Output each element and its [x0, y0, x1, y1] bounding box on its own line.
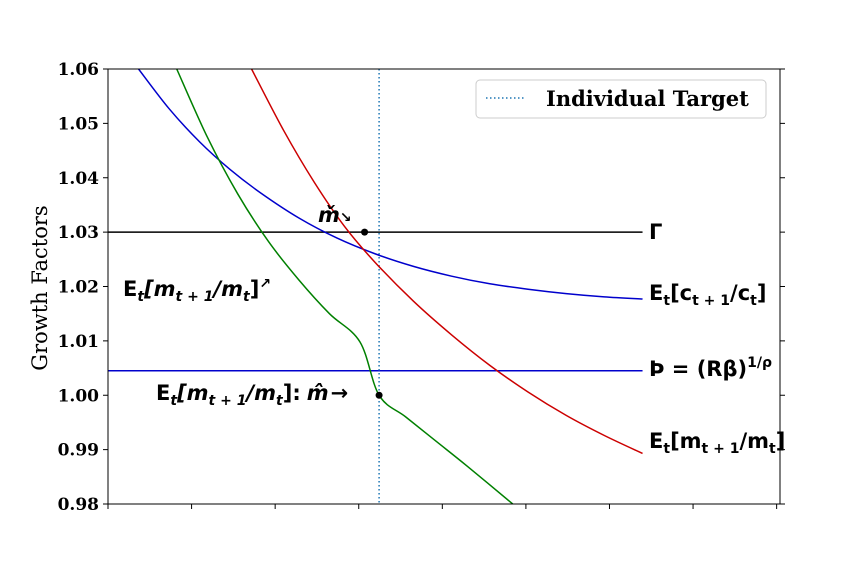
series-line-0	[137, 69, 643, 300]
legend-box	[475, 79, 767, 119]
green-curve-label: Et[mt + 1/mt]↗	[123, 276, 271, 305]
y-tick-label-2: 1.00	[58, 386, 100, 406]
market-resources-growth-label: Et[mt + 1/mt]	[649, 429, 785, 457]
m-check-label: m̌↘	[318, 203, 352, 227]
consumption-growth-label: Et[ct + 1/ct]	[649, 281, 766, 309]
legend-label-individual-target: Individual Target	[546, 86, 749, 111]
legend: Individual Target	[475, 79, 767, 119]
gamma-label: Γ	[649, 220, 662, 244]
y-tick-label-0: 0.98	[58, 495, 99, 515]
axes-layer: 0.98 0.99 1.00 1.01 1.02 1.03 1.04 1.05 1.06	[58, 60, 785, 515]
patience-factor-label: Þ = (Rβ)1/ρ	[649, 355, 772, 381]
y-tick-label-3: 1.01	[58, 332, 99, 352]
series-line-2	[176, 69, 514, 504]
m-hat-label: Et[mt + 1/mt]: m̂→	[156, 381, 348, 409]
y-tick-label-8: 1.06	[58, 60, 99, 80]
series-line-1	[250, 69, 643, 455]
y-axis-label: Growth Factors	[28, 205, 52, 370]
marker-point-0	[361, 228, 369, 236]
y-tick-label-4: 1.02	[58, 278, 99, 298]
y-tick-label-6: 1.04	[58, 169, 100, 189]
y-tick-label-7: 1.05	[58, 114, 99, 134]
y-tick-label-5: 1.03	[58, 223, 99, 243]
plot-layer	[108, 69, 643, 504]
marker-point-1	[375, 391, 383, 399]
y-tick-label-1: 0.99	[58, 441, 99, 461]
